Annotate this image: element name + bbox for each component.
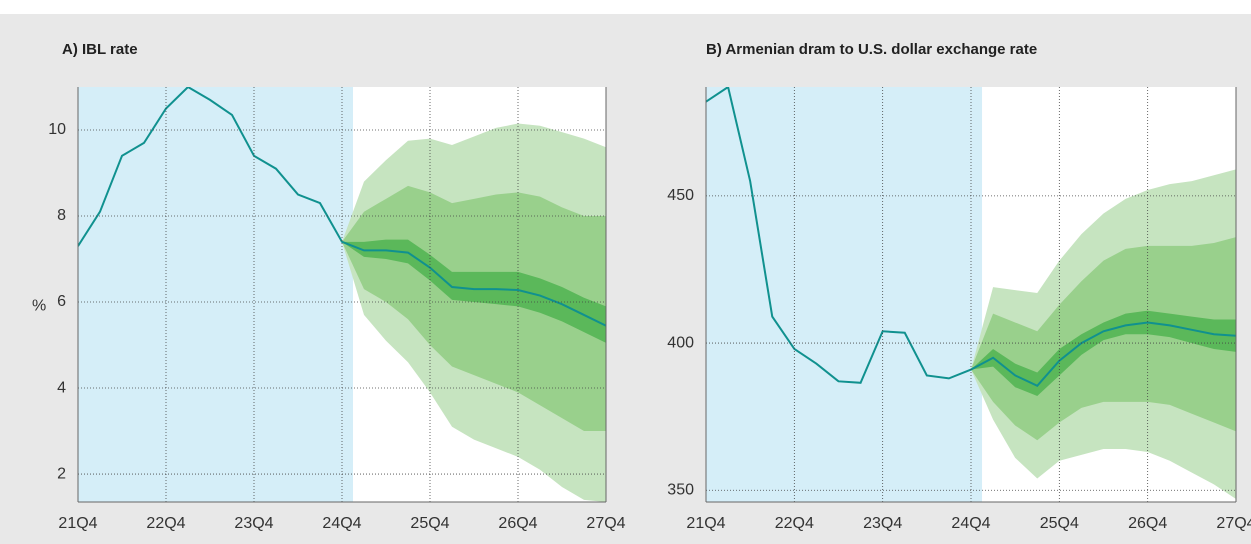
plot — [78, 87, 606, 502]
y-tick-label: 400 — [667, 334, 694, 351]
fan-band — [342, 239, 606, 343]
panel-title: B) Armenian dram to U.S. dollar exchange… — [706, 41, 1037, 58]
history-shade — [706, 87, 983, 502]
x-tick-label: 21Q4 — [58, 515, 97, 532]
y-tick-label: 2 — [57, 465, 66, 482]
panel-title: A) IBL rate — [62, 41, 138, 58]
y-tick-label: 8 — [57, 207, 66, 224]
y-tick-label: 350 — [667, 481, 694, 498]
x-tick-label: 22Q4 — [775, 515, 814, 532]
x-tick-label: 26Q4 — [498, 515, 537, 532]
x-tick-label: 27Q4 — [1216, 515, 1251, 532]
history-shade — [78, 87, 353, 502]
plot — [706, 87, 1236, 500]
x-tick-label: 24Q4 — [951, 515, 990, 532]
x-tick-label: 22Q4 — [146, 515, 185, 532]
y-axis-label: % — [32, 298, 46, 315]
x-tick-label: 23Q4 — [234, 515, 273, 532]
x-tick-label: 27Q4 — [586, 515, 625, 532]
y-tick-label: 4 — [57, 379, 66, 396]
x-tick-label: 23Q4 — [863, 515, 902, 532]
x-tick-label: 24Q4 — [322, 515, 361, 532]
y-tick-label: 10 — [48, 121, 66, 138]
x-tick-label: 26Q4 — [1128, 515, 1167, 532]
x-tick-label: 25Q4 — [410, 515, 449, 532]
y-tick-label: 6 — [57, 293, 66, 310]
x-tick-label: 21Q4 — [686, 515, 725, 532]
x-tick-label: 25Q4 — [1040, 515, 1079, 532]
fan-band — [971, 310, 1236, 397]
y-tick-label: 450 — [667, 187, 694, 204]
